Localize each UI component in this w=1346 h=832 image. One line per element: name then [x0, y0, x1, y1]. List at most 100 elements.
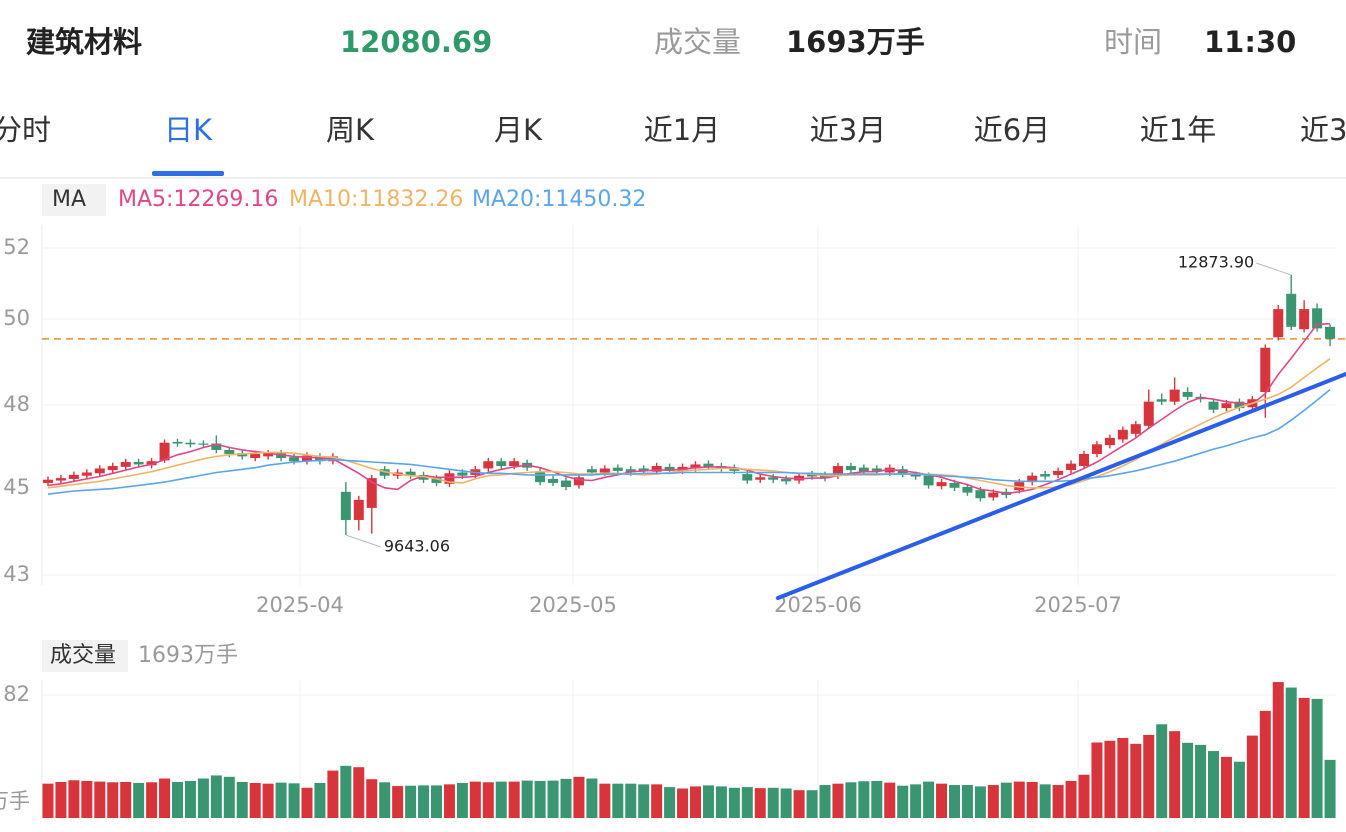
- candle-body: [250, 453, 261, 458]
- index-name: 建筑材料: [26, 25, 142, 59]
- volume-badge: [42, 640, 128, 672]
- volume-bar: [1220, 756, 1232, 818]
- volume-bar: [793, 790, 805, 818]
- volume-bar: [1130, 743, 1142, 818]
- volume-bar: [677, 788, 689, 818]
- volume-bar: [767, 787, 779, 818]
- candle-body: [768, 477, 779, 480]
- volume-bar: [1039, 784, 1051, 818]
- candle-body: [975, 490, 986, 499]
- volume-bar: [1298, 697, 1310, 818]
- tab[interactable]: 分时: [0, 113, 51, 147]
- volume-bar: [702, 785, 714, 818]
- volume-bar: [146, 782, 158, 818]
- volume-bar: [301, 787, 313, 818]
- ma-line: [47, 388, 1331, 495]
- volume-bar: [392, 786, 404, 818]
- candle-body: [638, 468, 649, 471]
- volume-bar: [819, 785, 831, 818]
- volume-bar: [327, 770, 339, 818]
- candle-body: [1079, 453, 1089, 467]
- volume-bar: [262, 783, 274, 818]
- candle-body: [910, 474, 921, 477]
- tab[interactable]: 近1月: [644, 113, 720, 147]
- y-tick-label: 43: [3, 562, 30, 586]
- volume-bar: [586, 778, 598, 818]
- candle-body: [703, 463, 714, 467]
- candle-body: [172, 441, 183, 444]
- candle-body: [535, 471, 546, 483]
- ma-line: [47, 358, 1331, 489]
- tab[interactable]: 日K: [164, 113, 213, 147]
- candle-body: [1273, 309, 1284, 338]
- volume-bar: [223, 776, 235, 818]
- candle-body: [133, 462, 144, 465]
- volume-bar: [55, 781, 67, 818]
- volume-bar: [1013, 781, 1025, 818]
- volume-bar: [1182, 742, 1194, 818]
- candle-body: [55, 478, 66, 481]
- candle-body: [586, 469, 597, 473]
- volume-bar: [1233, 761, 1245, 818]
- x-tick-label: 2025-05: [529, 593, 617, 617]
- volume-bar: [987, 785, 999, 818]
- volume-bar: [1246, 735, 1258, 818]
- active-tab-underline: [152, 171, 224, 176]
- candle-body: [1027, 475, 1038, 483]
- candle-body: [431, 478, 442, 483]
- candle-body: [807, 474, 818, 477]
- candle-body: [690, 464, 701, 469]
- tab[interactable]: 周K: [326, 113, 375, 147]
- candle-body: [573, 477, 584, 486]
- tab[interactable]: 近1年: [1140, 113, 1216, 147]
- candle-body: [353, 499, 364, 520]
- candle-body: [1182, 392, 1193, 397]
- ma-badge: [42, 184, 106, 216]
- y-tick-label: 45: [3, 475, 30, 499]
- volume-bar: [534, 780, 546, 818]
- candle-body: [198, 443, 209, 445]
- volume-bar: [728, 787, 740, 818]
- candle-body: [755, 477, 766, 480]
- volume-bar: [664, 787, 676, 818]
- candle-body: [1040, 474, 1051, 477]
- volume-bar: [754, 788, 766, 818]
- volume-bar: [443, 784, 455, 818]
- candle-body: [81, 472, 92, 476]
- volume-bar: [431, 785, 442, 818]
- candle-body: [263, 453, 274, 457]
- candle-body: [444, 473, 455, 484]
- tab[interactable]: 月K: [494, 113, 543, 147]
- marks: MA5:12269.16 MA10:11832.26 MA20:11450.32 12…: [42, 187, 1346, 818]
- candle-body: [1117, 429, 1128, 440]
- volume-title: 成交量: [50, 643, 116, 668]
- volume-bar: [573, 776, 585, 818]
- candle-body: [923, 475, 934, 486]
- candle-body: [289, 457, 300, 462]
- tab[interactable]: 近6月: [974, 113, 1050, 147]
- candle-body: [1104, 437, 1115, 446]
- volume-bar: [638, 784, 650, 818]
- volume-current: 1693万手: [138, 643, 238, 668]
- candle-body: [1130, 424, 1141, 434]
- tab[interactable]: 近3年: [1300, 113, 1346, 147]
- candle-body: [1053, 470, 1064, 475]
- volume-bar: [1285, 687, 1297, 818]
- candle-body: [962, 486, 973, 493]
- volume-bar: [806, 790, 818, 818]
- time-value: 11:30: [1204, 25, 1296, 59]
- volume-bar: [469, 781, 481, 818]
- index-price: 12080.69: [340, 25, 492, 59]
- candle-body: [366, 478, 377, 508]
- volume-bar: [1026, 781, 1038, 818]
- volume-tick-label: 万手: [0, 789, 30, 813]
- tab[interactable]: 近3月: [810, 113, 886, 147]
- volume-bar: [871, 780, 883, 818]
- volume-bar: [120, 781, 132, 818]
- candle-body: [651, 466, 662, 472]
- volume-bar: [1272, 682, 1284, 818]
- volume-bar: [651, 784, 663, 818]
- volume-bar: [599, 783, 611, 818]
- candle-body: [94, 468, 105, 474]
